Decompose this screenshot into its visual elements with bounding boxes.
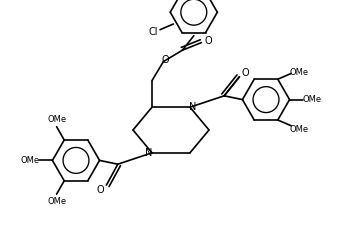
Text: O: O [97, 185, 105, 195]
Text: O: O [162, 55, 169, 65]
Text: OMe: OMe [302, 95, 321, 104]
Text: OMe: OMe [289, 125, 308, 134]
Text: OMe: OMe [289, 68, 308, 77]
Text: N: N [189, 102, 197, 112]
Text: O: O [241, 68, 249, 78]
Text: OMe: OMe [47, 197, 66, 206]
Text: O: O [204, 36, 212, 46]
Text: OMe: OMe [21, 156, 40, 165]
Text: Cl: Cl [149, 27, 158, 37]
Text: OMe: OMe [47, 115, 66, 124]
Text: N: N [145, 148, 153, 158]
